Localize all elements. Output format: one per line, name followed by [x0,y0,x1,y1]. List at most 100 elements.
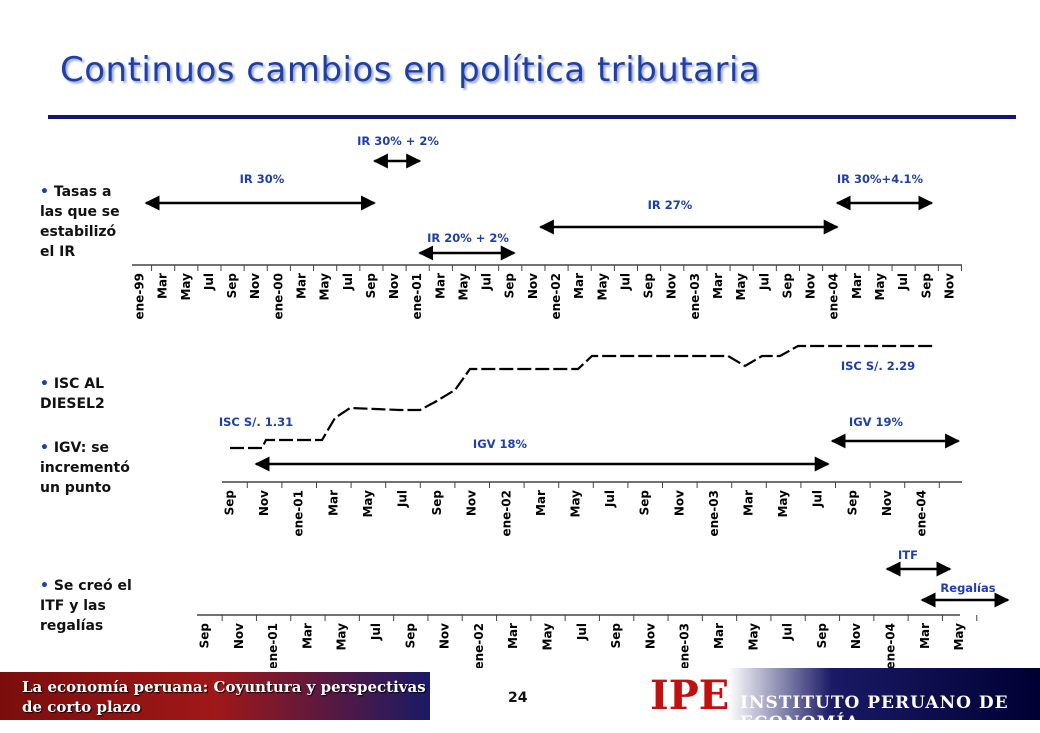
tick-label: Sep [642,273,656,299]
tick-label: Nov [880,490,894,516]
bullet-itf-regalias: • Se creó el ITF y las regalías [40,576,132,636]
bullet-line: Tasas a [53,184,112,200]
tick-label: Mar [712,623,726,649]
tick-label: Nov [804,273,818,299]
tick-label: May [456,273,470,301]
tick-label: Mar [294,273,308,299]
tick-label: Sep [225,273,239,299]
tick-label: Sep [609,623,623,649]
tick-label: ene-01 [410,273,424,320]
tick-label: ene-04 [884,623,898,668]
tick-label: May [746,623,760,651]
tick-label: Nov [232,623,246,649]
tick-label: May [179,273,193,301]
bullet-line: el IR [40,244,76,260]
tick-label: Mar [156,273,170,299]
tick-label: ene-03 [688,273,702,320]
tick-label: ene-02 [499,490,513,537]
tick-label: Mar [534,490,548,516]
bullet-igv: • IGV: se incrementó un punto [40,438,130,498]
tick-label: Mar [572,273,586,299]
tick-label: Jul [757,273,771,291]
range-label: IR 30% + 2% [357,134,439,148]
tick-label: Nov [643,623,657,649]
bullet-line: ITF y las [40,598,106,614]
tick-label: Jul [341,273,355,291]
bullet-line: IGV: se [53,440,110,456]
tick-label: May [595,273,609,301]
tick-label: Jul [202,273,216,291]
ipe-logo: IPE [650,672,730,719]
tick-label: Mar [326,490,340,516]
tick-label: Sep [364,273,378,299]
tick-label: May [569,490,583,518]
tick-label: May [335,623,349,651]
tick-label: Jul [781,623,795,641]
isc-annotation: ISC S/. 1.31 [219,415,293,429]
tick-label: Jul [575,623,589,641]
range-label: IR 20% + 2% [427,231,509,245]
isc-diesel-line [230,344,935,450]
tick-label: ene-02 [549,273,563,320]
tick-label: Nov [849,623,863,649]
tick-label: Jul [369,623,383,641]
tick-label: ene-04 [915,490,929,537]
footer-text: La economía peruana: Coyuntura y perspec… [22,677,426,717]
tick-label: ene-03 [678,623,692,668]
bullet-dot-icon: • [40,440,49,456]
tick-label: May [361,490,375,518]
tick-label: ene-03 [707,490,721,537]
tick-label: Jul [396,490,410,508]
tick-label: Jul [896,273,910,291]
tick-label: Nov [438,623,452,649]
page-number: 24 [508,690,528,706]
tick-label: ene-04 [827,273,841,320]
footer-left-band [0,672,430,720]
tick-label: May [776,490,790,518]
institute-name: INSTITUTO PERUANO DE ECONOMÍA [740,693,1009,733]
tick-label: Sep [815,623,829,649]
tick-label: Mar [433,273,447,299]
tick-label: Jul [480,273,494,291]
range-label: IGV 18% [473,437,528,451]
bullet-dot-icon: • [40,184,49,200]
tick-label: Nov [665,273,679,299]
tick-label: May [952,623,966,651]
tick-label: Nov [672,490,686,516]
tick-label: Sep [845,490,859,516]
isc-annotation: ISC S/. 2.29 [841,359,915,373]
range-label: IR 30% [240,172,285,186]
tick-label: Sep [503,273,517,299]
timeline-charts: ene-99 Mar May Jul Sep Nov ene-00 Mar May Jul Sep N… [132,134,1010,668]
tick-label: ene-01 [292,490,306,537]
tick-label: Jul [603,490,617,508]
tick-label: Sep [780,273,794,299]
tick-label: ene-02 [472,623,486,668]
range-label: IGV 19% [849,415,904,429]
tick-label: Mar [300,623,314,649]
tick-label: Nov [257,490,271,516]
tick-label: ene-99 [133,273,147,320]
tick-label: Sep [638,490,652,516]
bullet-line: Se creó el [53,578,132,594]
bullet-ir-rates: • Tasas a las que se estabilizó el IR [40,182,120,262]
bullet-line: DIESEL2 [40,396,105,412]
tick-label: Mar [711,273,725,299]
tick-label: Sep [198,623,212,649]
bullet-dot-icon: • [40,376,49,392]
tick-label: Mar [506,623,520,649]
tick-label: Sep [430,490,444,516]
footer-line: La economía peruana: Coyuntura y perspec… [22,678,426,696]
tick-label: Sep [403,623,417,649]
tick-label: Jul [618,273,632,291]
bullet-isc-diesel: • ISC AL DIESEL2 [40,374,105,414]
bullet-line: incrementó [40,460,130,476]
tick-label: Sep [223,490,237,516]
tick-label: Nov [248,273,262,299]
range-label: ITF [898,548,918,562]
bullet-line: regalías [40,618,104,634]
tick-label: May [541,623,555,651]
range-label: IR 27% [648,198,693,212]
bullet-line: un punto [40,480,112,496]
tick-label: Nov [942,273,956,299]
